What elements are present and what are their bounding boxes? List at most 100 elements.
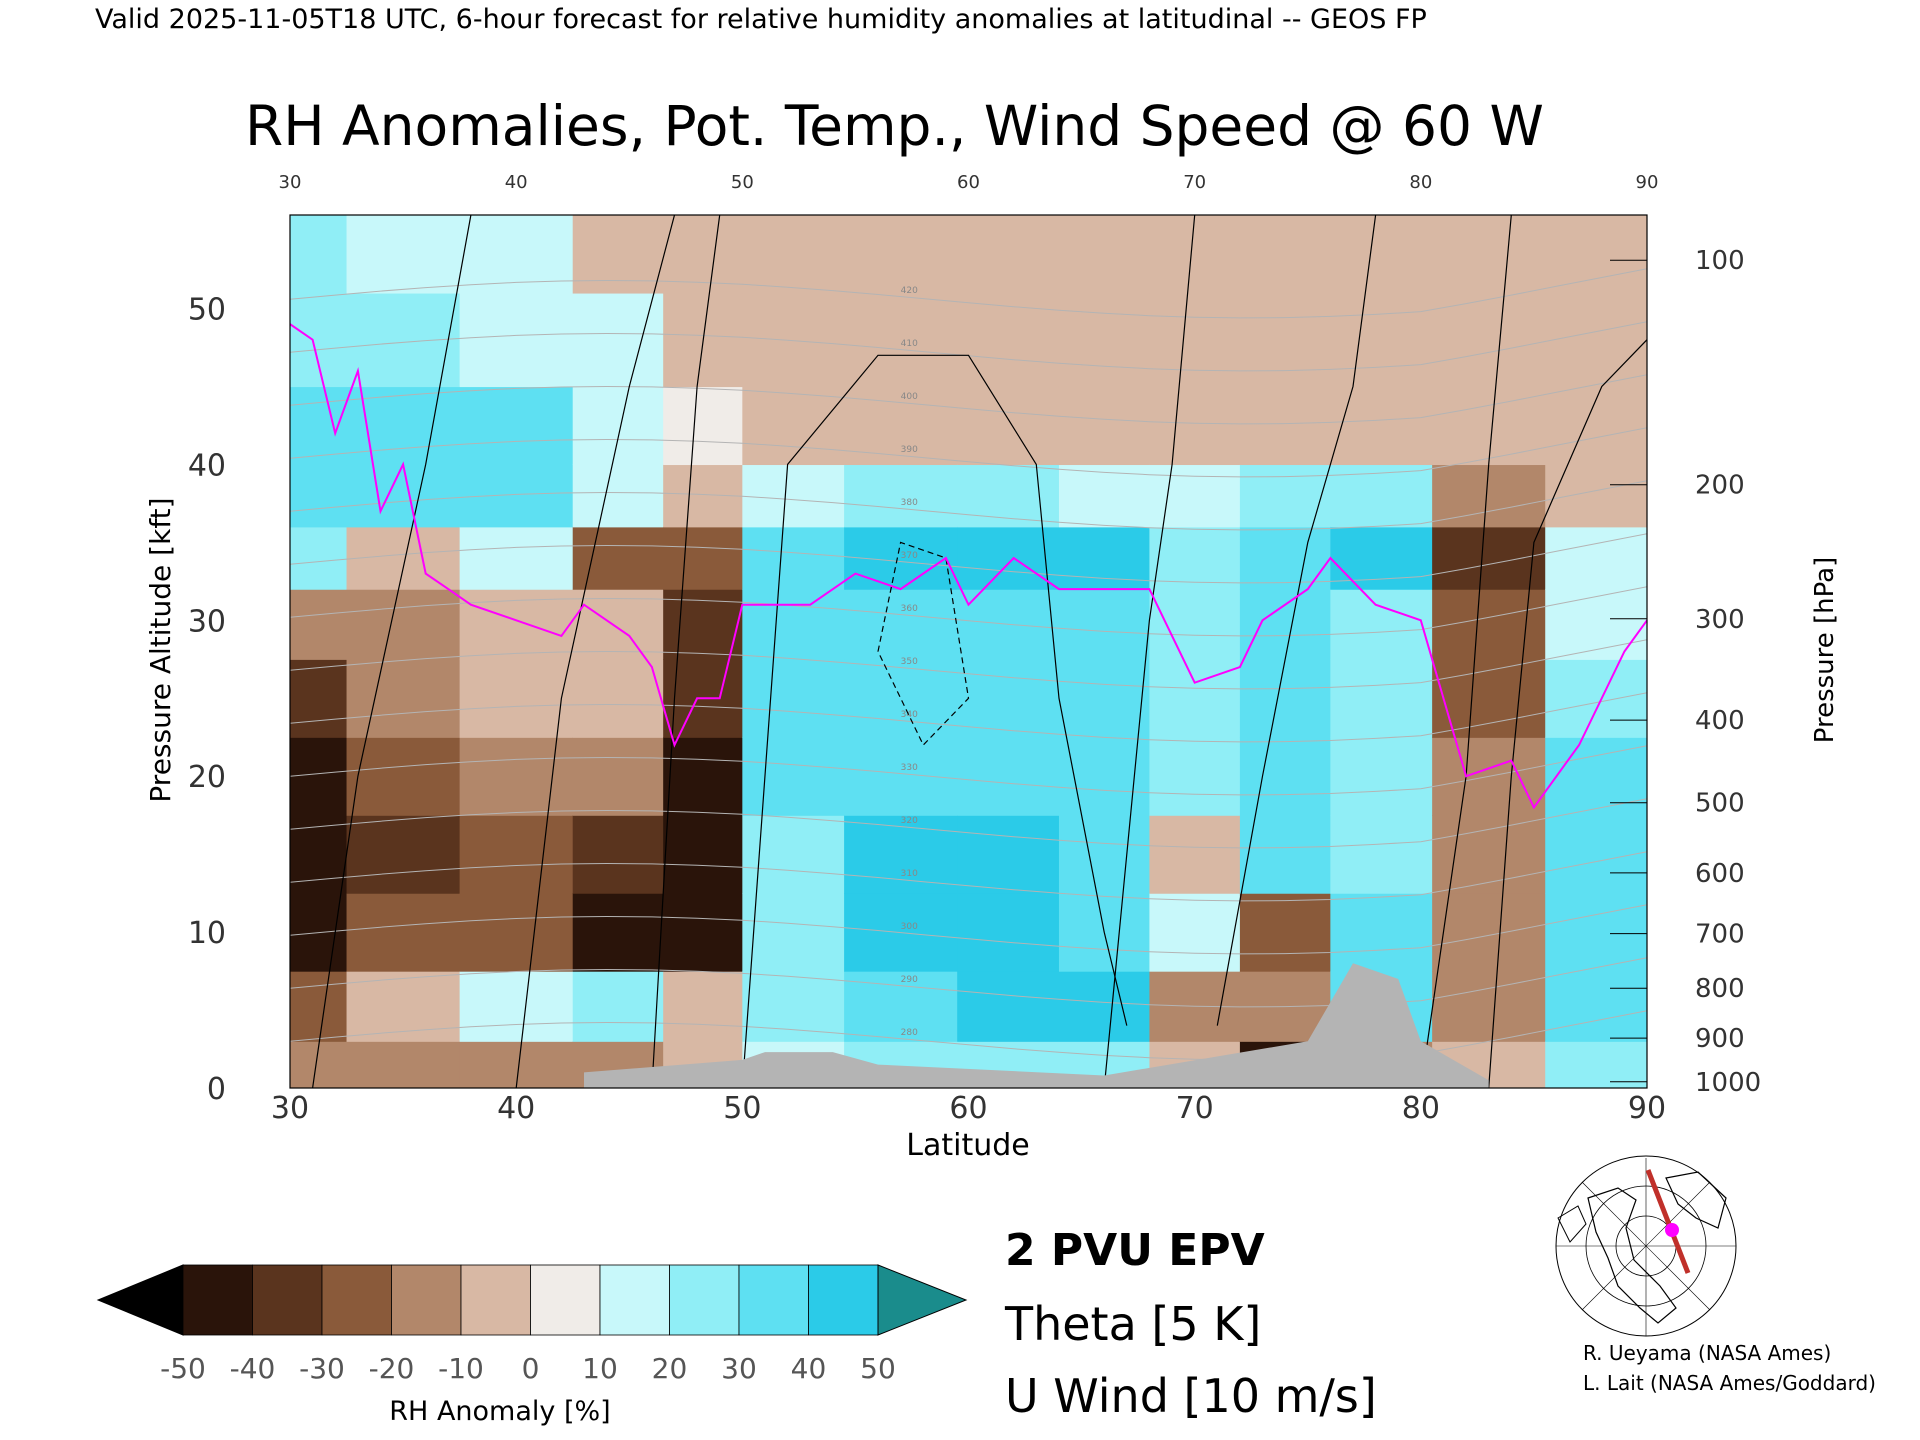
rh-cell	[346, 659, 461, 738]
rh-cell	[1545, 659, 1647, 738]
left-tick-label: 0	[207, 1072, 226, 1107]
colorbar-swatch	[808, 1264, 879, 1336]
colorbar-swatch	[669, 1264, 740, 1336]
rh-cell	[572, 215, 664, 294]
rh-cell	[1149, 386, 1241, 466]
rh-cell	[572, 737, 664, 816]
rh-cell	[459, 215, 574, 294]
rh-cell	[1545, 1041, 1647, 1088]
rh-cell	[346, 893, 461, 972]
right-tick-label: 600	[1695, 859, 1745, 889]
right-tick-label: 800	[1695, 974, 1745, 1004]
rh-cell	[290, 971, 348, 1042]
colorbar-tick-label: 50	[860, 1352, 896, 1385]
rh-cell	[459, 659, 574, 738]
rh-cell	[663, 737, 743, 816]
theta-contour-label: 400	[901, 392, 918, 402]
x-tick-label: 30	[271, 1091, 309, 1126]
right-tick-label: 200	[1695, 471, 1745, 501]
colorbar-tick-label: 40	[791, 1352, 827, 1385]
x-tick-label-top: 80	[1409, 172, 1432, 193]
theta-contour-label: 310	[901, 869, 918, 879]
colorbar-tick-label: 30	[721, 1352, 757, 1385]
rh-cell	[346, 737, 461, 816]
rh-cell	[742, 526, 845, 590]
rh-cell	[663, 215, 743, 294]
rh-cell	[1239, 589, 1331, 660]
x-tick-label-top: 70	[1183, 172, 1206, 193]
rh-cell	[459, 386, 574, 466]
rh-cell	[957, 971, 1060, 1042]
right-tick-label: 700	[1695, 920, 1745, 950]
rh-cell	[663, 815, 743, 894]
theta-contour	[290, 745, 1647, 796]
rh-cell	[1149, 526, 1241, 590]
rh-cell	[572, 815, 664, 894]
theta-contour	[290, 957, 1647, 1008]
rh-cell	[742, 589, 845, 660]
x-tick-label-top: 50	[731, 172, 754, 193]
plot-frame	[289, 214, 1648, 1089]
rh-cell	[1058, 292, 1151, 388]
rh-cell	[742, 386, 845, 466]
colorbar-tick-label: 10	[582, 1352, 618, 1385]
left-tick-label: 40	[188, 448, 226, 483]
rh-cell	[1330, 737, 1433, 816]
rh-cell	[459, 589, 574, 660]
rh-cell	[572, 526, 664, 590]
colorbar-swatch	[391, 1264, 462, 1336]
rh-cell	[957, 386, 1060, 466]
theta-contour	[290, 374, 1647, 425]
terrain-mask	[584, 963, 1489, 1088]
x-tick-label: 90	[1628, 1091, 1666, 1126]
rh-cell	[1149, 815, 1241, 894]
rh-cell	[957, 737, 1060, 816]
rh-cell	[742, 893, 845, 972]
x-axis-label: Latitude	[906, 1128, 1029, 1163]
rh-cell	[346, 1041, 461, 1088]
theta-contour	[290, 480, 1647, 531]
colorbar-swatch	[182, 1264, 253, 1336]
rh-cell	[1545, 815, 1647, 894]
rh-cell	[663, 971, 743, 1042]
rh-cell	[346, 386, 461, 466]
rh-cell	[1058, 815, 1151, 894]
rh-cell	[572, 893, 664, 972]
rh-cell	[1239, 526, 1331, 590]
x-axis-ticks: 30 30 40 40 50 50 60 60 70 70 80 80 90 90	[271, 172, 1666, 1126]
x-tick-label: 70	[1176, 1091, 1214, 1126]
left-tick-label: 10	[188, 916, 226, 951]
u-wind-contour	[651, 215, 721, 1088]
left-axis-ticks: 0 10 20 30 40 50	[188, 293, 226, 1107]
theta-contour-label: 410	[901, 339, 918, 349]
rh-cell	[1239, 464, 1331, 528]
rh-cell	[742, 215, 845, 294]
rh-cell	[844, 659, 958, 738]
theta-contour	[290, 586, 1647, 637]
rh-cell	[742, 464, 845, 528]
colorbar-label: RH Anomaly [%]	[389, 1396, 610, 1427]
valid-time-header: Valid 2025-11-05T18 UTC, 6-hour forecast…	[95, 4, 1427, 35]
rh-cell	[1330, 589, 1433, 660]
rh-cell	[1330, 815, 1433, 894]
theta-contour-label: 420	[901, 286, 918, 296]
rh-cell	[1432, 526, 1546, 590]
colorbar-tick-label: -50	[160, 1352, 206, 1385]
legend-uwind: U Wind [10 m/s]	[1005, 1369, 1377, 1423]
right-axis-ticks: 1000 900 800 700 600 500 400 300 200 100	[1610, 246, 1761, 1098]
x-tick-label-top: 90	[1636, 172, 1659, 193]
rh-cell	[459, 737, 574, 816]
right-tick-label: 500	[1695, 789, 1745, 819]
rh-cell	[1330, 386, 1433, 466]
left-axis-label: Pressure Altitude [kft]	[144, 497, 177, 802]
rh-cell	[844, 815, 958, 894]
colorbar-swatch	[599, 1264, 670, 1336]
rh-cell	[1330, 464, 1433, 528]
rh-cell	[1149, 737, 1241, 816]
theta-contour	[290, 851, 1647, 902]
colorbar-low-arrow	[96, 1264, 184, 1336]
legend-theta: Theta [5 K]	[1004, 1297, 1261, 1351]
rh-cell	[572, 971, 664, 1042]
rh-cell	[663, 893, 743, 972]
